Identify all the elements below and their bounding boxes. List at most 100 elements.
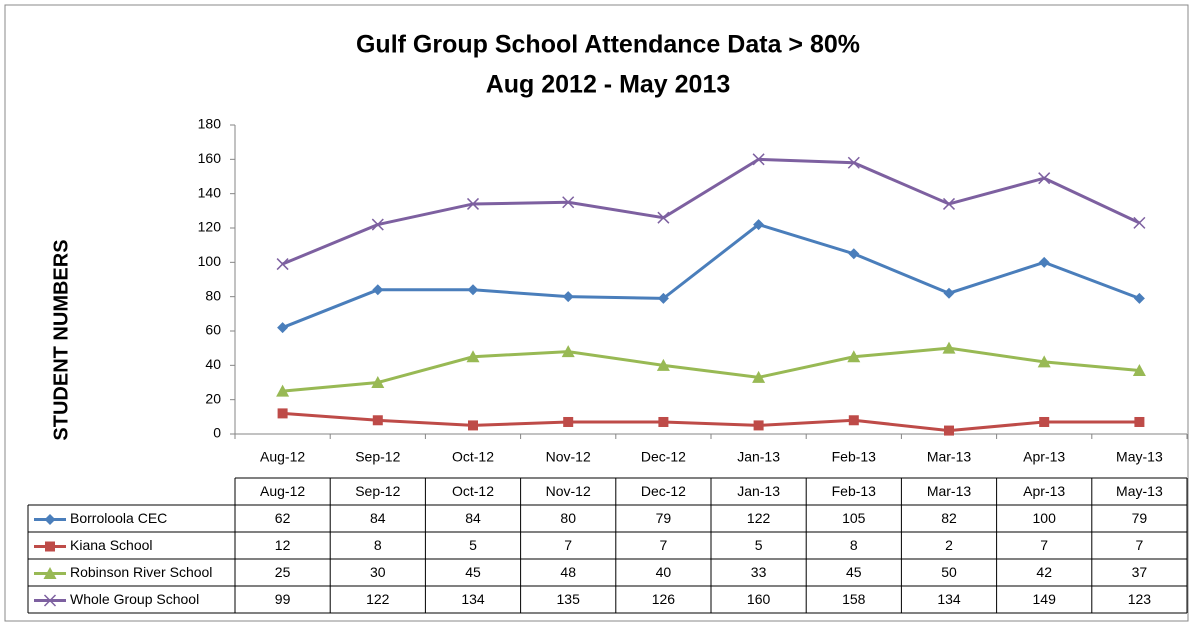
- x-tick-label: Jan-13: [737, 449, 780, 465]
- marker: [44, 514, 56, 525]
- marker: [466, 350, 480, 363]
- marker: [848, 248, 860, 260]
- marker: [1134, 416, 1145, 427]
- table-cell: 12: [275, 537, 291, 553]
- marker: [752, 153, 765, 166]
- table-cell: 79: [1132, 510, 1148, 526]
- marker: [468, 420, 478, 431]
- marker: [43, 594, 57, 607]
- y-tick-label: 80: [205, 287, 221, 303]
- marker: [561, 345, 575, 358]
- legend-label: Robinson River School: [70, 564, 212, 580]
- marker: [563, 416, 574, 427]
- y-tick-label: 20: [205, 390, 221, 406]
- table-cell: 33: [751, 564, 767, 580]
- marker: [1133, 216, 1146, 229]
- marker: [1133, 292, 1145, 304]
- x-tick-label: Oct-12: [452, 449, 494, 465]
- table-cell: 5: [469, 537, 477, 553]
- table-cell: 48: [560, 564, 576, 580]
- marker: [656, 358, 670, 371]
- marker: [562, 196, 575, 209]
- marker: [1038, 172, 1051, 185]
- table-cell: 7: [1040, 537, 1048, 553]
- x-tick-label: Feb-13: [832, 449, 877, 465]
- marker: [371, 376, 385, 388]
- table-cell: 79: [656, 510, 672, 526]
- marker: [753, 420, 764, 431]
- x-tick-label: Mar-13: [927, 449, 972, 465]
- marker: [1039, 416, 1050, 427]
- marker: [1132, 363, 1146, 376]
- marker: [847, 156, 860, 169]
- table-cell: 160: [747, 591, 771, 607]
- x-tick-label: Apr-13: [1023, 449, 1065, 465]
- table-header: Dec-12: [641, 483, 686, 499]
- marker: [1037, 355, 1051, 368]
- chart-subtitle: Aug 2012 - May 2013: [486, 71, 731, 99]
- y-tick-label: 0: [213, 425, 221, 441]
- table-cell: 122: [747, 510, 771, 526]
- marker: [657, 211, 670, 224]
- marker: [372, 284, 384, 296]
- x-tick-label: Dec-12: [641, 449, 686, 465]
- table-cell: 5: [755, 537, 763, 553]
- table-cell: 135: [557, 591, 581, 607]
- marker: [943, 287, 955, 299]
- marker: [372, 415, 383, 426]
- y-tick-label: 180: [198, 116, 222, 132]
- table-cell: 37: [1132, 564, 1148, 580]
- x-tick-label: May-13: [1116, 449, 1163, 465]
- table-cell: 30: [370, 564, 386, 580]
- marker: [45, 541, 55, 552]
- table-cell: 40: [656, 564, 672, 580]
- marker: [276, 384, 290, 397]
- table-cell: 25: [275, 564, 291, 580]
- x-tick-label: Nov-12: [546, 449, 591, 465]
- y-tick-label: 120: [198, 219, 222, 235]
- y-tick-label: 160: [198, 150, 222, 166]
- marker: [752, 370, 766, 383]
- marker: [467, 284, 479, 296]
- y-tick-label: 100: [198, 253, 222, 269]
- table-header: May-13: [1116, 483, 1163, 499]
- table-cell: 80: [560, 510, 576, 526]
- marker: [753, 219, 765, 231]
- marker: [276, 258, 289, 271]
- table-cell: 134: [461, 591, 485, 607]
- marker: [658, 416, 669, 427]
- table-cell: 149: [1033, 591, 1057, 607]
- marker: [466, 197, 480, 210]
- chart-title: Gulf Group School Attendance Data > 80%: [356, 31, 860, 59]
- table-cell: 105: [842, 510, 866, 526]
- table-cell: 126: [652, 591, 676, 607]
- table-cell: 2: [945, 537, 953, 553]
- table-cell: 42: [1036, 564, 1052, 580]
- table-cell: 84: [370, 510, 386, 526]
- table-cell: 123: [1128, 591, 1152, 607]
- series-line: [282, 157, 1141, 266]
- legend-label: Whole Group School: [70, 591, 199, 607]
- series-line: [282, 346, 1140, 393]
- x-tick-label: Aug-12: [260, 449, 305, 465]
- marker: [562, 291, 574, 303]
- table-cell: 84: [465, 510, 481, 526]
- table-header: Feb-13: [832, 483, 877, 499]
- table-cell: 50: [941, 564, 957, 580]
- y-axis-label: STUDENT NUMBERS: [50, 239, 72, 440]
- chart-border: [4, 4, 1189, 622]
- table-header: Mar-13: [927, 483, 972, 499]
- table-header: Aug-12: [260, 483, 305, 499]
- marker: [277, 322, 289, 334]
- table-cell: 100: [1033, 510, 1057, 526]
- marker: [848, 415, 859, 426]
- y-tick-label: 60: [205, 322, 221, 338]
- table-header: Nov-12: [546, 483, 591, 499]
- table-cell: 99: [275, 591, 291, 607]
- series-line: [282, 411, 1140, 433]
- x-tick-label: Sep-12: [355, 449, 400, 465]
- legend-label: Kiana School: [70, 537, 153, 553]
- marker: [944, 425, 954, 436]
- table-header: Apr-13: [1023, 483, 1065, 499]
